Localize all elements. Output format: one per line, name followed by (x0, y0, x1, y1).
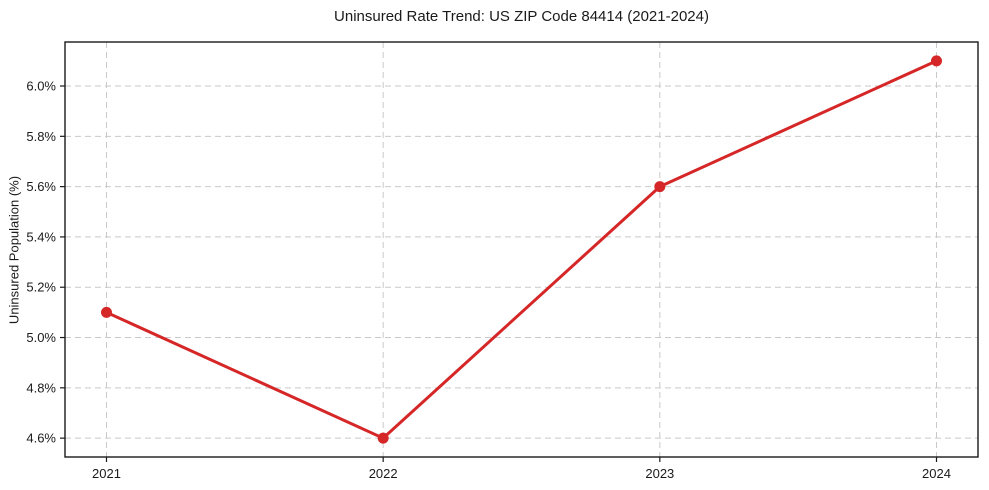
x-tick-label: 2021 (92, 466, 121, 481)
data-point-marker (101, 306, 112, 318)
plot-area-border (64, 41, 979, 458)
x-tick-label: 2022 (369, 466, 398, 481)
trend-line (105, 59, 938, 440)
data-point-marker (931, 55, 942, 67)
y-tick-label: 5.6% (26, 179, 56, 194)
y-tick-label: 5.2% (26, 280, 56, 295)
data-point-marker (654, 181, 666, 193)
y-tick-label: 4.6% (26, 431, 56, 446)
x-tick-label: 2023 (645, 466, 674, 481)
y-tick-label: 5.0% (26, 330, 56, 345)
x-tick-label: 2024 (922, 466, 951, 481)
y-tick-label: 5.4% (26, 229, 56, 244)
y-tick-label: 5.8% (26, 129, 56, 144)
y-tick-label: 4.8% (26, 380, 56, 395)
data-point-marker (377, 432, 389, 444)
y-tick-label: 6.0% (26, 79, 56, 94)
chart-title: Uninsured Rate Trend: US ZIP Code 84414 … (334, 8, 709, 25)
